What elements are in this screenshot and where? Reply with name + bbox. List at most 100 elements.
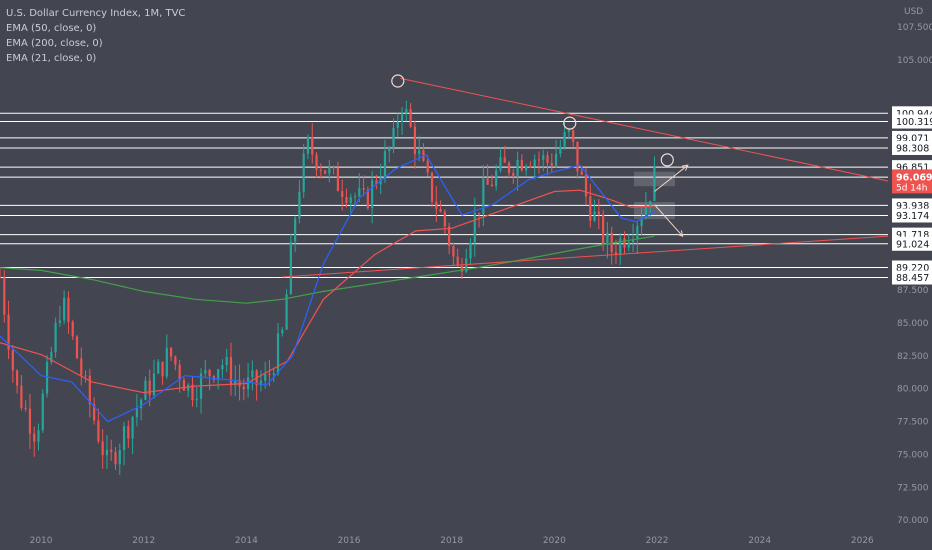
candle[interactable] xyxy=(323,169,327,175)
candle[interactable] xyxy=(482,165,485,227)
candle[interactable] xyxy=(272,367,275,383)
candle[interactable] xyxy=(157,359,160,375)
candle[interactable] xyxy=(80,347,83,386)
candle[interactable] xyxy=(533,154,536,180)
candle[interactable] xyxy=(225,348,228,372)
ema-200-line[interactable] xyxy=(0,235,655,304)
candle[interactable] xyxy=(101,429,104,469)
candle[interactable] xyxy=(238,364,241,401)
candle[interactable] xyxy=(379,163,382,194)
candle[interactable] xyxy=(144,376,147,401)
pivot-circle[interactable] xyxy=(660,153,674,167)
candle[interactable] xyxy=(204,359,207,378)
candle[interactable] xyxy=(229,342,233,396)
projection-arrow[interactable] xyxy=(654,204,684,237)
candle[interactable] xyxy=(285,289,288,331)
level-label[interactable]: 98.308 xyxy=(892,140,932,155)
candle[interactable] xyxy=(67,291,70,334)
candle[interactable] xyxy=(246,362,250,398)
candle[interactable] xyxy=(0,268,2,280)
candle[interactable] xyxy=(336,161,340,192)
candle[interactable] xyxy=(7,300,10,360)
candle[interactable] xyxy=(576,141,579,179)
candle[interactable] xyxy=(388,145,391,163)
candle[interactable] xyxy=(375,174,378,190)
candle[interactable] xyxy=(477,212,481,228)
candle[interactable] xyxy=(298,180,301,224)
candle[interactable] xyxy=(221,359,224,378)
candle[interactable] xyxy=(289,233,292,295)
candle[interactable] xyxy=(473,197,476,257)
indicator-ema-21-label[interactable]: EMA (21, close, 0) xyxy=(6,53,97,64)
candle[interactable] xyxy=(593,199,596,223)
candle[interactable] xyxy=(11,345,14,383)
candle[interactable] xyxy=(452,242,455,266)
ascending-trendline[interactable] xyxy=(282,235,889,278)
candle[interactable] xyxy=(559,139,562,158)
candle[interactable] xyxy=(161,361,164,385)
candle[interactable] xyxy=(507,160,511,179)
candle[interactable] xyxy=(208,368,211,390)
descending-trendline[interactable] xyxy=(400,77,889,182)
candle[interactable] xyxy=(614,239,618,264)
candle[interactable] xyxy=(400,107,404,135)
candle[interactable] xyxy=(619,232,622,265)
candle[interactable] xyxy=(572,129,575,148)
candle[interactable] xyxy=(63,290,66,325)
candle[interactable] xyxy=(182,377,186,391)
candle[interactable] xyxy=(443,209,446,235)
candle[interactable] xyxy=(341,179,344,211)
candle[interactable] xyxy=(405,100,408,122)
indicator-ema-200-label[interactable]: EMA (200, close, 0) xyxy=(6,38,103,49)
ema-21-line[interactable] xyxy=(0,153,655,423)
candle[interactable] xyxy=(114,447,117,470)
candle[interactable] xyxy=(281,327,284,337)
candle[interactable] xyxy=(311,123,314,164)
candle[interactable] xyxy=(448,222,451,255)
candle[interactable] xyxy=(537,151,541,174)
candle[interactable] xyxy=(606,221,609,259)
candle[interactable] xyxy=(460,258,464,279)
candle[interactable] xyxy=(110,439,113,461)
level-label[interactable]: 88.457 xyxy=(892,270,932,285)
candle[interactable] xyxy=(127,420,130,448)
candle[interactable] xyxy=(456,248,459,268)
indicator-ema-50-label[interactable]: EMA (50, close, 0) xyxy=(6,23,97,34)
candle[interactable] xyxy=(33,426,36,457)
candle[interactable] xyxy=(631,223,635,252)
candle[interactable] xyxy=(20,374,23,411)
candle[interactable] xyxy=(41,389,44,433)
candle[interactable] xyxy=(178,360,181,393)
candle[interactable] xyxy=(169,346,173,361)
level-label[interactable]: 100.319 xyxy=(892,114,932,129)
candle[interactable] xyxy=(88,368,91,418)
candle[interactable] xyxy=(50,346,53,365)
candle[interactable] xyxy=(97,408,100,444)
candle[interactable] xyxy=(495,164,498,191)
level-label[interactable]: 91.024 xyxy=(892,236,932,251)
candle[interactable] xyxy=(542,149,545,172)
candle[interactable] xyxy=(371,171,374,224)
candle[interactable] xyxy=(191,377,194,407)
candle[interactable] xyxy=(58,305,61,327)
candle[interactable] xyxy=(520,154,523,172)
candle[interactable] xyxy=(276,323,280,376)
candle[interactable] xyxy=(623,231,626,254)
candle[interactable] xyxy=(332,165,335,175)
candle[interactable] xyxy=(602,209,605,251)
candle[interactable] xyxy=(37,423,40,451)
candle[interactable] xyxy=(362,175,365,197)
candle[interactable] xyxy=(653,156,656,202)
candle[interactable] xyxy=(529,161,532,169)
candle[interactable] xyxy=(554,140,558,168)
candle[interactable] xyxy=(45,354,49,398)
candle[interactable] xyxy=(345,188,348,208)
level-label[interactable]: 93.174 xyxy=(892,208,932,223)
candle[interactable] xyxy=(75,335,79,360)
candle[interactable] xyxy=(426,155,429,177)
candle[interactable] xyxy=(122,421,126,466)
candle[interactable] xyxy=(597,198,600,230)
candle[interactable] xyxy=(550,153,553,173)
candle[interactable] xyxy=(512,168,515,184)
